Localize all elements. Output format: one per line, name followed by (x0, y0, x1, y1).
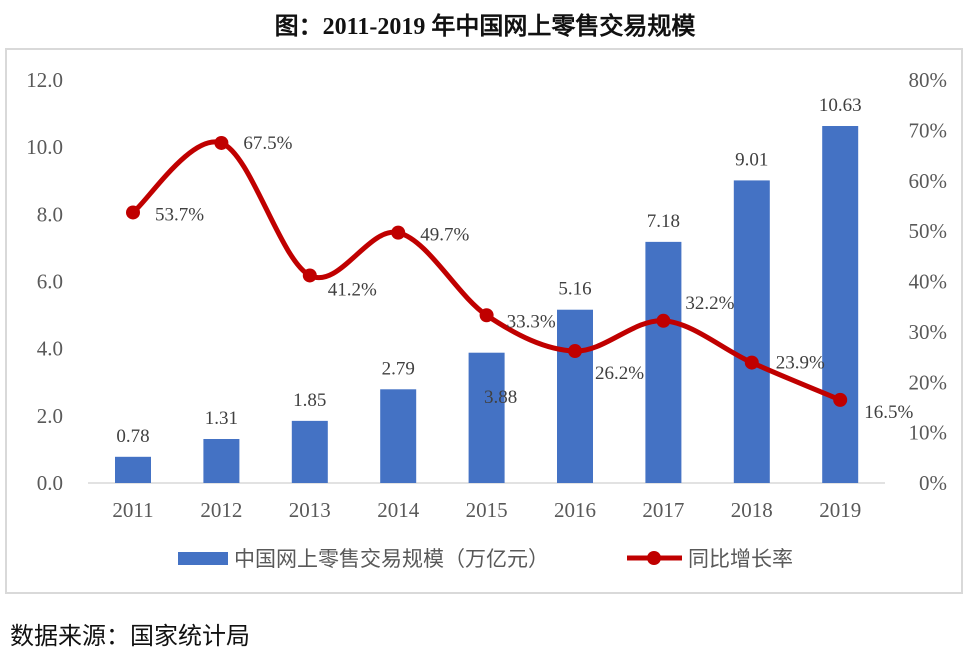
bar-label: 1.31 (205, 408, 238, 429)
legend-line-label: 同比增长率 (688, 547, 793, 571)
bar-label: 10.63 (819, 95, 862, 116)
line-point-2015 (479, 308, 494, 323)
line-point-2013 (302, 268, 317, 283)
bar-2014 (380, 389, 417, 483)
right-axis-tick: 0% (919, 471, 947, 495)
bar-label: 0.78 (116, 426, 149, 447)
x-axis-tick: 2011 (112, 498, 153, 522)
left-axis-tick: 2.0 (37, 404, 63, 428)
x-axis-tick: 2014 (377, 498, 420, 522)
left-axis-tick: 8.0 (37, 202, 63, 226)
chart-frame (5, 48, 963, 594)
chart-title: 图：2011-2019 年中国网上零售交易规模 (274, 14, 696, 40)
bar-2012 (203, 439, 240, 483)
right-axis-tick: 60% (909, 169, 948, 193)
bar-2013 (291, 420, 328, 483)
line-point-2012 (214, 135, 229, 150)
bar-2019 (822, 126, 859, 484)
left-axis-tick: 4.0 (37, 337, 63, 361)
line-point-2011 (126, 205, 140, 220)
bar-2018 (733, 180, 770, 483)
line-point-2016 (568, 344, 582, 359)
line-label: 16.5% (864, 402, 913, 423)
bar-label: 9.01 (735, 149, 768, 170)
left-axis-tick: 0.0 (37, 471, 63, 495)
right-axis-tick: 30% (909, 320, 948, 344)
x-axis-tick: 2019 (819, 498, 861, 522)
right-axis-tick: 20% (909, 370, 948, 394)
line-label: 26.2% (595, 363, 644, 384)
legend-bar-swatch (178, 552, 228, 565)
bar-label: 5.16 (558, 279, 591, 300)
line-label: 53.7% (155, 204, 204, 225)
line-label: 41.2% (328, 279, 377, 300)
right-axis-tick: 80% (909, 68, 948, 92)
legend-line-marker (647, 551, 661, 565)
x-axis-tick: 2016 (554, 498, 596, 522)
line-point-2017 (656, 313, 671, 328)
left-axis-tick: 12.0 (26, 68, 63, 92)
right-axis-tick: 40% (909, 270, 948, 294)
bar-label: 7.18 (647, 211, 680, 232)
bar-2017 (645, 241, 682, 483)
line-point-2014 (391, 225, 406, 240)
right-axis-tick: 70% (909, 118, 948, 142)
source-note: 数据来源：国家统计局 (10, 622, 250, 650)
x-axis-tick: 2018 (731, 498, 773, 522)
bar-label: 3.88 (484, 387, 517, 408)
growth-line (131, 139, 842, 403)
left-axis-tick: 10.0 (26, 135, 63, 159)
x-axis-tick: 2012 (200, 498, 242, 522)
x-axis-tick: 2015 (466, 498, 508, 522)
legend-bar-label: 中国网上零售交易规模（万亿元） (234, 547, 549, 571)
x-axis-tick: 2013 (289, 498, 331, 522)
line-label: 23.9% (776, 353, 825, 374)
line-label: 32.2% (685, 293, 734, 314)
bar-2015 (468, 352, 505, 483)
bar-label: 1.85 (293, 390, 326, 411)
line-point-2019 (833, 392, 848, 407)
right-axis-tick: 50% (909, 219, 948, 243)
right-axis-tick: 10% (909, 421, 948, 445)
left-axis-tick: 6.0 (37, 270, 63, 294)
bar-label: 2.79 (382, 358, 415, 379)
line-point-2018 (744, 355, 759, 370)
x-axis-tick: 2017 (642, 498, 684, 522)
line-label: 33.3% (507, 311, 556, 332)
bar-2011 (115, 456, 151, 483)
line-label: 49.7% (420, 225, 469, 246)
line-label: 67.5% (243, 133, 292, 154)
bar-2016 (557, 309, 593, 483)
